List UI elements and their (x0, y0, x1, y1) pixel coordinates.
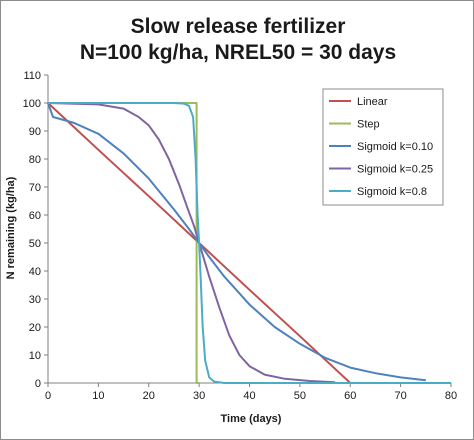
series-line-sigmoid-k-0-25 (47, 102, 336, 384)
y-tick-label: 60 (29, 210, 41, 222)
y-tick-label: 110 (23, 70, 41, 82)
series-line-step (48, 102, 200, 384)
x-tick-label: 70 (395, 390, 407, 402)
legend-label: Step (357, 119, 380, 131)
series-line-sigmoid-k-0-10 (47, 102, 426, 382)
x-tick-label: 60 (344, 390, 356, 402)
series-lines (47, 102, 451, 384)
legend-label: Sigmoid k=0.8 (357, 186, 427, 198)
y-tick-label: 10 (29, 350, 41, 362)
y-tick-label: 90 (29, 126, 41, 138)
y-tick-label: 70 (29, 182, 41, 194)
legend-label: Sigmoid k=0.10 (357, 141, 433, 153)
y-tick-label: 30 (29, 294, 41, 306)
chart-title-line-1: Slow release fertilizer (130, 15, 346, 38)
x-tick-label: 40 (243, 390, 255, 402)
y-axis-label: N remaining (kg/ha) (5, 176, 17, 279)
legend: Linear Step Sigmoid k=0.10 Sigmoid k=0.25 Si… (322, 88, 444, 206)
y-tick-label: 80 (29, 154, 41, 166)
legend-label: Sigmoid k=0.25 (357, 164, 433, 176)
y-tick-label: 20 (29, 322, 41, 334)
x-tick-label: 30 (193, 390, 205, 402)
x-axis-label: Time (days) (221, 413, 282, 425)
x-tick-label: 20 (143, 390, 155, 402)
legend-label: Linear (357, 96, 388, 108)
y-tick-label: 0 (35, 378, 41, 390)
chart-title-line-2: N=100 kg/ha, NREL50 = 30 days (79, 41, 397, 64)
y-tick-label: 40 (29, 266, 41, 278)
series-line-sigmoid-k-0-8 (48, 102, 451, 384)
y-tick-label: 100 (23, 98, 41, 110)
x-tick-label: 50 (294, 390, 306, 402)
y-tick-label: 50 (29, 238, 41, 250)
x-tick-label: 80 (445, 390, 457, 402)
x-tick-label: 10 (92, 390, 104, 402)
x-tick-label: 0 (45, 390, 51, 402)
